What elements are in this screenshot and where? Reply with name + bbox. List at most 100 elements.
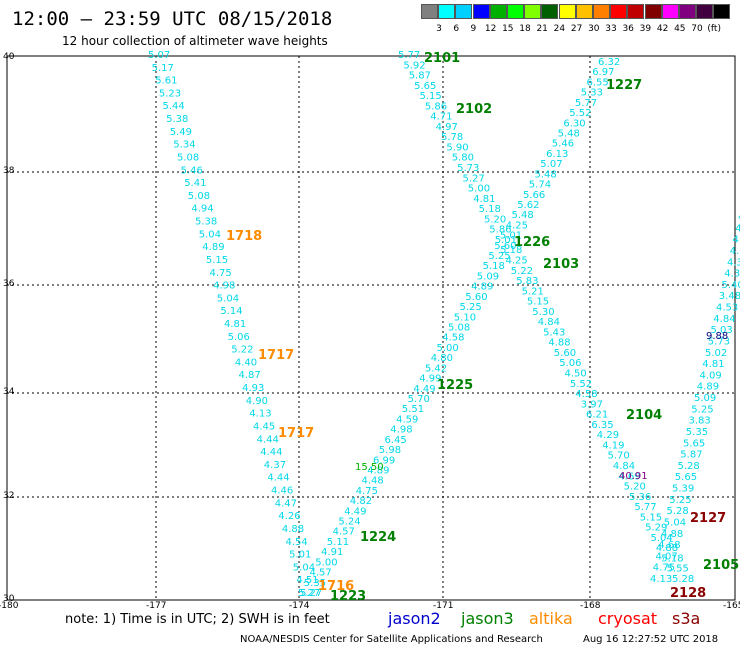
wave-value: 4.37 bbox=[733, 235, 740, 246]
wave-value: 5.04 bbox=[217, 293, 239, 304]
scale-swatch bbox=[610, 4, 628, 19]
wave-value: 5.00 bbox=[315, 557, 337, 568]
wave-value: 5.38 bbox=[195, 217, 217, 228]
wave-value: 5.80 bbox=[452, 153, 474, 164]
time-label: 1224 bbox=[360, 530, 396, 545]
wave-value: 5.00 bbox=[468, 184, 490, 195]
wave-value: 4.07 bbox=[656, 551, 678, 562]
wave-value: 5.35 bbox=[686, 427, 708, 438]
wave-value: 5.04 bbox=[664, 517, 686, 528]
track-values: 5.075.175.615.235.445.385.495.345.085.46… bbox=[148, 50, 740, 599]
wave-value: 5.65 bbox=[675, 472, 697, 483]
wave-value: 4.51 bbox=[296, 575, 318, 586]
wave-value: 4.98 bbox=[213, 281, 235, 292]
wave-value: 4.49 bbox=[413, 384, 435, 395]
lon-label: -171 bbox=[433, 601, 454, 611]
time-label: 1225 bbox=[437, 378, 473, 393]
wave-value: 5.70 bbox=[608, 451, 630, 462]
wave-value: 4.87 bbox=[239, 370, 261, 381]
wave-value: 6.30 bbox=[563, 118, 585, 129]
wave-value: 5.34 bbox=[173, 140, 195, 151]
wave-value: 5.20 bbox=[484, 214, 506, 225]
wave-value: 5.28 bbox=[667, 506, 689, 517]
wave-value: 4.71 bbox=[430, 112, 452, 123]
footer-timestamp: Aug 16 12:27:52 UTC 2018 bbox=[583, 634, 719, 645]
wave-value: 5.24 bbox=[338, 517, 360, 528]
scale-label: 70 bbox=[691, 24, 703, 34]
wave-value: 5.70 bbox=[408, 394, 430, 405]
wave-value: 5.48 bbox=[512, 210, 534, 221]
wave-value: 5.10 bbox=[454, 312, 476, 323]
wave-value: 4.54 bbox=[286, 537, 308, 548]
time-label: 1717 bbox=[258, 348, 294, 363]
wave-value: 4.84 bbox=[713, 314, 735, 325]
wave-value: 5.01 bbox=[495, 235, 517, 246]
wave-value: 5.62 bbox=[517, 200, 539, 211]
footer-note: note: 1) Time is in UTC; 2) SWH is in fe… bbox=[65, 612, 330, 627]
wave-value: 5.18 bbox=[500, 245, 522, 256]
wave-value: 5.08 bbox=[448, 323, 470, 334]
wave-value: 4.53 bbox=[716, 303, 738, 314]
satellite-jason2: jason2 bbox=[388, 609, 441, 628]
scale-swatch bbox=[575, 4, 593, 19]
wave-value: 5.06 bbox=[559, 358, 581, 369]
wave-value: 5.04 bbox=[651, 533, 673, 544]
wave-value: 5.86 bbox=[425, 101, 447, 112]
wave-value: 5.44 bbox=[163, 101, 185, 112]
scale-swatch bbox=[507, 4, 524, 19]
wave-value: 5.39 bbox=[672, 484, 694, 495]
wave-value: 4.13 bbox=[249, 409, 271, 420]
wave-value: 4.57 bbox=[333, 527, 355, 538]
wave-value: 4.75 bbox=[653, 563, 675, 574]
time-label: 1227 bbox=[606, 78, 642, 93]
wave-value: 5.40 bbox=[722, 280, 740, 291]
wave-value: 5.73 bbox=[708, 336, 730, 347]
wave-value: 4.80 bbox=[431, 353, 453, 364]
wave-value: 6.32 bbox=[598, 57, 620, 68]
value-40-91: 40.91 bbox=[619, 471, 648, 482]
scale-swatch bbox=[421, 4, 438, 19]
wave-value: 5.04 bbox=[293, 562, 315, 573]
wave-value: 4.47 bbox=[275, 498, 297, 509]
scale-label: 21 bbox=[536, 24, 548, 34]
wave-value: 5.98 bbox=[379, 445, 401, 456]
wave-value: 5.28 bbox=[672, 574, 694, 585]
time-label: 2128 bbox=[670, 586, 706, 601]
wave-value: 5.42 bbox=[425, 363, 447, 374]
wave-value: 6.45 bbox=[385, 435, 407, 446]
scale-label: 9 bbox=[470, 24, 477, 34]
scale-label: 36 bbox=[622, 24, 634, 34]
wave-value: 5.18 bbox=[479, 204, 501, 215]
wave-value: 5.01 bbox=[500, 231, 522, 242]
wave-value: 5.17 bbox=[152, 63, 174, 74]
wave-value: 5.87 bbox=[680, 450, 702, 461]
wave-value: 4.49 bbox=[344, 506, 366, 517]
wave-value: 5.22 bbox=[231, 345, 253, 356]
wave-value: 4.75 bbox=[210, 268, 232, 279]
wave-value: 5.25 bbox=[460, 302, 482, 313]
wave-value: 5.92 bbox=[403, 60, 425, 71]
wave-value: 4.59 bbox=[396, 414, 418, 425]
lat-label: 40 bbox=[3, 52, 15, 62]
wave-value: 4.88 bbox=[282, 524, 304, 535]
time-label: 1718 bbox=[226, 229, 262, 244]
wave-value: 5.77 bbox=[634, 502, 656, 513]
wave-value: 4.57 bbox=[310, 568, 332, 579]
lat-label: 32 bbox=[3, 491, 15, 501]
scale-swatch bbox=[679, 4, 696, 19]
wave-value: 5.00 bbox=[437, 343, 459, 354]
scale-label: 39 bbox=[639, 24, 652, 34]
wave-value: 5.65 bbox=[414, 81, 436, 92]
scale-label: 30 bbox=[588, 24, 600, 34]
wave-value: 5.87 bbox=[409, 71, 431, 82]
wave-value: 5.20 bbox=[624, 482, 646, 493]
wave-value: 4.40 bbox=[235, 357, 257, 368]
wave-value: 5.03 bbox=[711, 325, 733, 336]
time-label: 1223 bbox=[330, 589, 366, 604]
wave-value: 5.66 bbox=[523, 190, 545, 201]
satellite-cryosat: cryosat bbox=[598, 609, 658, 628]
wave-value: 5.86 bbox=[489, 225, 511, 236]
wave-value: 4.97 bbox=[436, 122, 458, 133]
page-title: 12:00 – 23:59 UTC 08/15/2018 bbox=[12, 8, 333, 30]
time-label: 1226 bbox=[514, 235, 550, 250]
